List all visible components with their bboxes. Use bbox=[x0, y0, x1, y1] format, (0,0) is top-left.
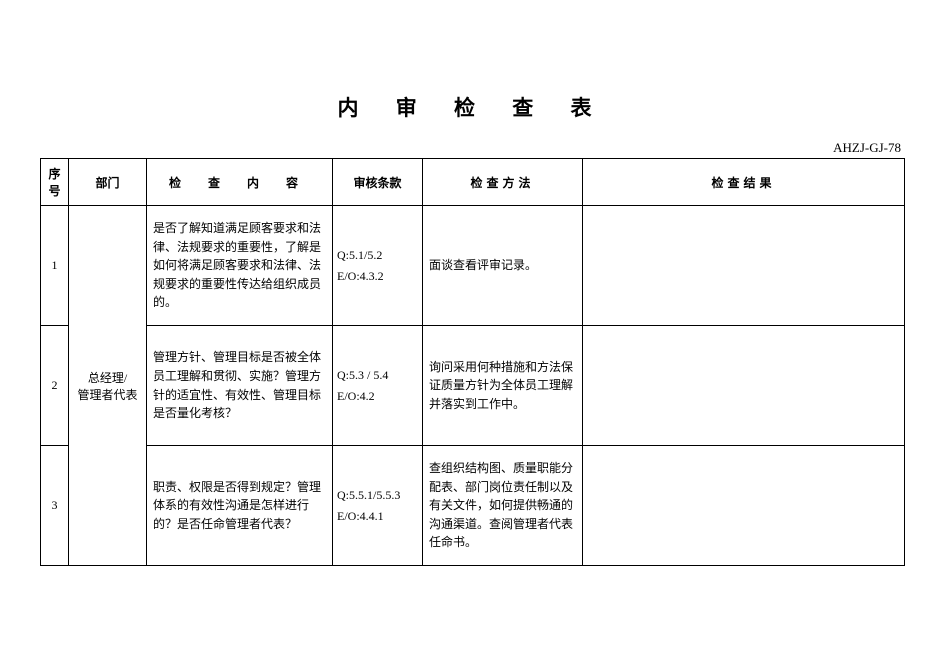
cell-method: 查组织结构图、质量职能分配表、部门岗位责任制以及有关文件，如何提供畅通的沟通渠道… bbox=[423, 446, 583, 566]
page-container: 内 审 检 查 表 AHZJ-GJ-78 序号 部门 检 查 内 容 审核条款 … bbox=[0, 0, 945, 566]
table-row: 2 管理方针、管理目标是否被全体员工理解和贯彻、实施？管理方针的适宜性、有效性、… bbox=[41, 326, 905, 446]
clause-e: E/O:4.3.2 bbox=[337, 266, 416, 286]
col-dept-header: 部门 bbox=[69, 159, 147, 206]
clause-q: Q:5.5.1/5.5.3 bbox=[337, 485, 416, 505]
col-result-header: 检查结果 bbox=[583, 159, 905, 206]
table-row: 3 职责、权限是否得到规定？管理体系的有效性沟通是怎样进行的？是否任命管理者代表… bbox=[41, 446, 905, 566]
audit-table: 序号 部门 检 查 内 容 审核条款 检查方法 检查结果 1 总经理/管理者代表… bbox=[40, 158, 905, 566]
cell-seq: 2 bbox=[41, 326, 69, 446]
clause-e: E/O:4.4.1 bbox=[337, 506, 416, 526]
cell-clause: Q:5.3 / 5.4 E/O:4.2 bbox=[333, 326, 423, 446]
doc-code: AHZJ-GJ-78 bbox=[40, 140, 901, 156]
cell-dept-merged: 总经理/管理者代表 bbox=[69, 206, 147, 566]
col-item-header: 检 查 内 容 bbox=[147, 159, 333, 206]
col-clause-header: 审核条款 bbox=[333, 159, 423, 206]
cell-clause: Q:5.1/5.2 E/O:4.3.2 bbox=[333, 206, 423, 326]
cell-result bbox=[583, 326, 905, 446]
clause-e: E/O:4.2 bbox=[337, 386, 416, 406]
clause-q: Q:5.1/5.2 bbox=[337, 245, 416, 265]
cell-item: 职责、权限是否得到规定？管理体系的有效性沟通是怎样进行的？是否任命管理者代表？ bbox=[147, 446, 333, 566]
cell-item: 管理方针、管理目标是否被全体员工理解和贯彻、实施？管理方针的适宜性、有效性、管理… bbox=[147, 326, 333, 446]
cell-seq: 3 bbox=[41, 446, 69, 566]
col-seq-header: 序号 bbox=[41, 159, 69, 206]
cell-result bbox=[583, 206, 905, 326]
clause-q: Q:5.3 / 5.4 bbox=[337, 365, 416, 385]
col-method-header: 检查方法 bbox=[423, 159, 583, 206]
table-header-row: 序号 部门 检 查 内 容 审核条款 检查方法 检查结果 bbox=[41, 159, 905, 206]
cell-seq: 1 bbox=[41, 206, 69, 326]
page-title: 内 审 检 查 表 bbox=[40, 92, 905, 122]
cell-method: 询问采用何种措施和方法保证质量方针为全体员工理解并落实到工作中。 bbox=[423, 326, 583, 446]
cell-clause: Q:5.5.1/5.5.3 E/O:4.4.1 bbox=[333, 446, 423, 566]
table-row: 1 总经理/管理者代表 是否了解知道满足顾客要求和法律、法规要求的重要性，了解是… bbox=[41, 206, 905, 326]
cell-method: 面谈查看评审记录。 bbox=[423, 206, 583, 326]
cell-item: 是否了解知道满足顾客要求和法律、法规要求的重要性，了解是如何将满足顾客要求和法律… bbox=[147, 206, 333, 326]
cell-result bbox=[583, 446, 905, 566]
